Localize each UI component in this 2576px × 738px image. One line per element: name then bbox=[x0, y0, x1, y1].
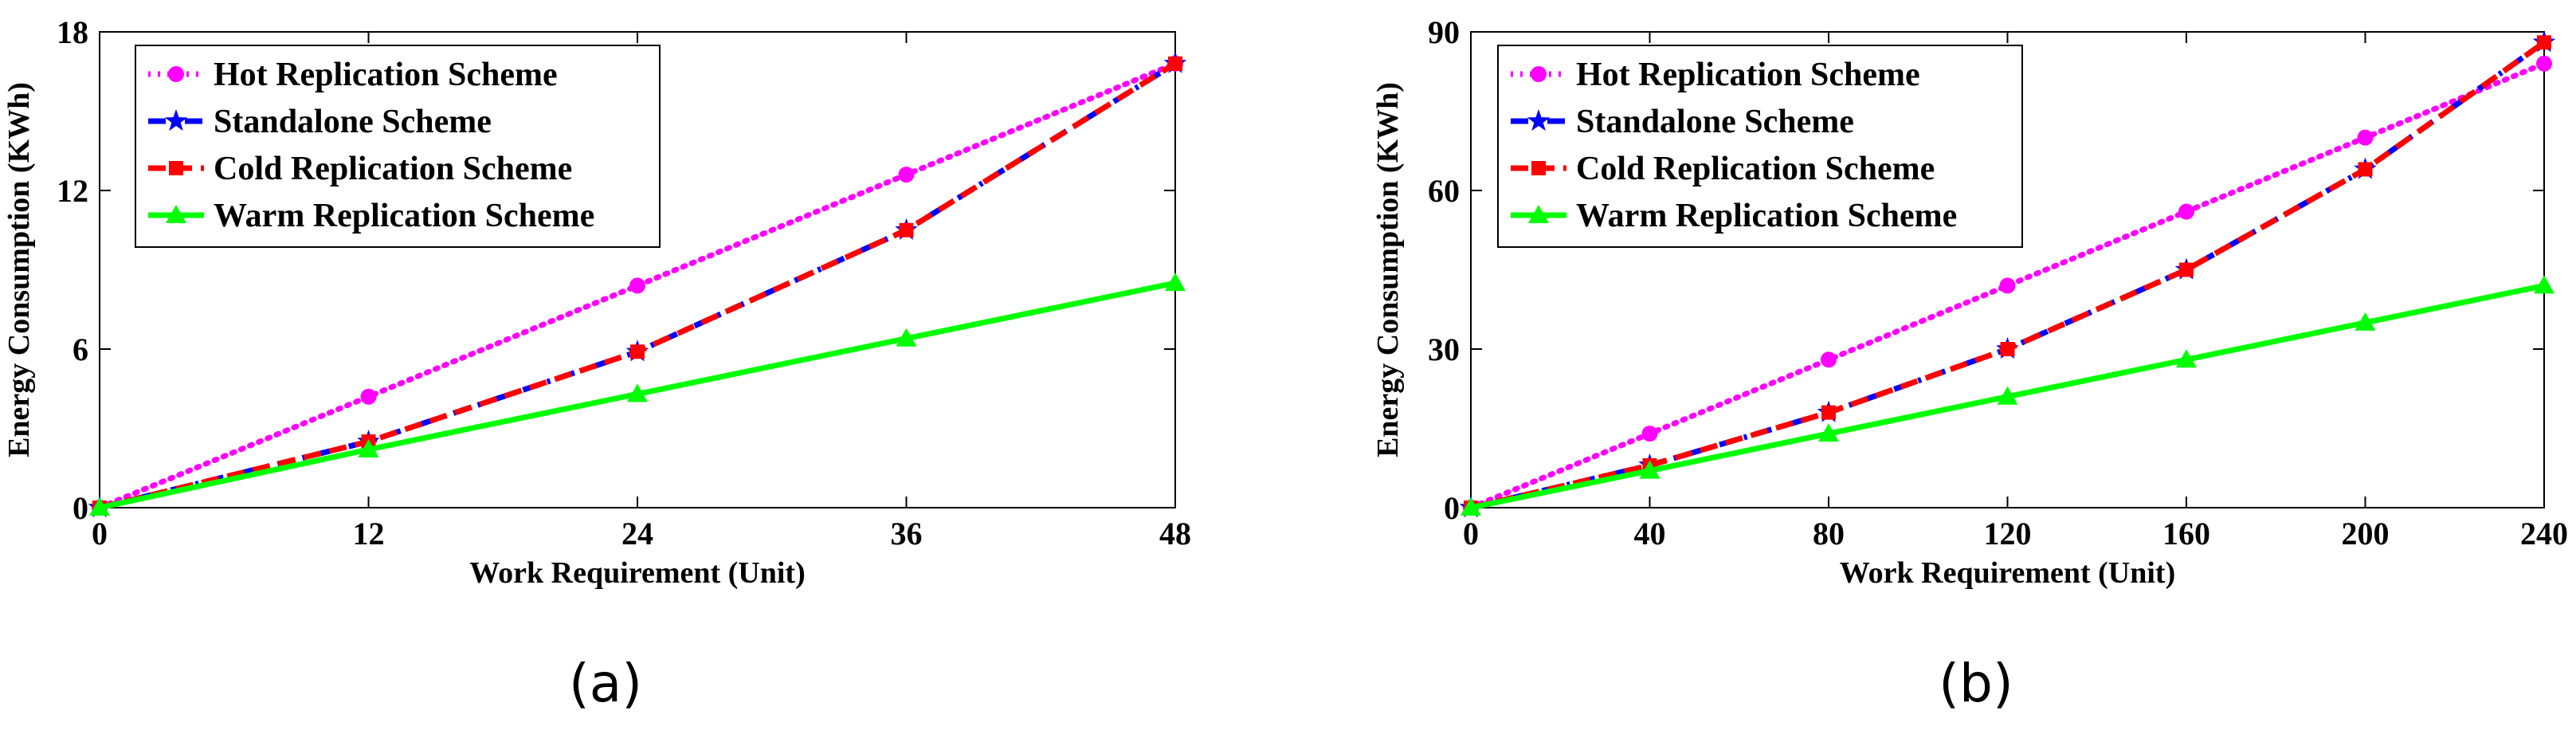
y-tick-label: 6 bbox=[73, 332, 88, 367]
x-tick-label: 80 bbox=[1813, 516, 1845, 552]
figure-caption: (b) bbox=[1939, 653, 2013, 714]
x-tick-label: 36 bbox=[891, 516, 923, 552]
x-axis-label: Work Requirement (Unit) bbox=[469, 556, 806, 590]
data-point-triangle bbox=[1639, 460, 1660, 479]
data-point-triangle bbox=[358, 439, 379, 458]
data-point-triangle bbox=[1818, 423, 1839, 442]
data-point-square bbox=[630, 344, 645, 359]
data-point-circle bbox=[1821, 351, 1837, 368]
y-axis-label: Energy Consumption (KWh) bbox=[2, 82, 36, 457]
legend-label: Hot Replication Scheme bbox=[214, 57, 558, 93]
x-tick-label: 240 bbox=[2520, 516, 2568, 552]
y-tick-label: 60 bbox=[1428, 173, 1460, 209]
data-point-square bbox=[1821, 405, 1836, 420]
legend-label: Standalone Scheme bbox=[214, 104, 492, 140]
legend-marker-square bbox=[169, 161, 183, 175]
data-point-triangle bbox=[89, 497, 110, 516]
data-point-square bbox=[2000, 342, 2015, 356]
y-tick-label: 12 bbox=[57, 173, 88, 209]
legend-marker-triangle bbox=[166, 205, 186, 223]
data-point-circle bbox=[360, 388, 377, 405]
legend-box bbox=[1497, 45, 2023, 248]
figure-caption: (a) bbox=[569, 653, 642, 714]
legend-label: Cold Replication Scheme bbox=[214, 151, 572, 187]
data-point-circle bbox=[2536, 55, 2552, 72]
data-point-triangle bbox=[2176, 349, 2197, 368]
y-tick-label: 18 bbox=[57, 14, 88, 50]
data-point-circle bbox=[1641, 426, 1658, 442]
legend-marker-square bbox=[1531, 161, 1546, 175]
x-axis-label: Work Requirement (Unit) bbox=[1840, 556, 2176, 590]
data-point-triangle bbox=[896, 328, 917, 347]
y-tick-label: 30 bbox=[1428, 332, 1460, 367]
legend-label: Hot Replication Scheme bbox=[1576, 57, 1920, 93]
data-point-circle bbox=[1999, 277, 2016, 294]
x-tick-label: 120 bbox=[1984, 516, 2032, 552]
legend-label: Warm Replication Scheme bbox=[1576, 198, 1957, 234]
x-tick-label: 24 bbox=[621, 516, 653, 552]
x-tick-label: 200 bbox=[2342, 516, 2390, 552]
legend-label: Warm Replication Scheme bbox=[214, 198, 594, 234]
legend-label: Cold Replication Scheme bbox=[1576, 151, 1935, 187]
data-point-circle bbox=[2178, 203, 2194, 220]
chart-a: 0 12 24 36 48 0 6 12 18 Work Requirement (Unit) En… bbox=[2, 14, 1191, 714]
y-axis-label: Energy Consumption (KWh) bbox=[1371, 82, 1405, 457]
chart-b: 0 40 80 120 160 200 240 0 30 60 90 Work Requirement… bbox=[1371, 14, 2568, 714]
x-tick-label: 0 bbox=[92, 516, 108, 552]
data-point-square bbox=[1168, 56, 1182, 71]
data-point-triangle bbox=[1461, 497, 1481, 516]
x-tick-label: 160 bbox=[2162, 516, 2210, 552]
legend-marker-triangle bbox=[1528, 205, 1549, 223]
legend-marker-star bbox=[164, 109, 188, 132]
x-tick-label: 40 bbox=[1634, 516, 1666, 552]
y-tick-label: 90 bbox=[1428, 14, 1460, 50]
x-tick-label: 12 bbox=[353, 516, 385, 552]
data-point-circle bbox=[898, 167, 915, 183]
data-point-triangle bbox=[2534, 275, 2554, 294]
x-tick-label: 48 bbox=[1159, 516, 1191, 552]
data-point-triangle bbox=[627, 383, 648, 402]
data-point-circle bbox=[2357, 129, 2374, 146]
legend-marker-circle bbox=[1531, 66, 1547, 82]
y-tick-label: 0 bbox=[73, 490, 88, 526]
data-point-triangle bbox=[2354, 312, 2376, 331]
legend-label: Standalone Scheme bbox=[1576, 104, 1854, 140]
data-point-triangle bbox=[1997, 386, 2018, 405]
x-tick-label: 0 bbox=[1463, 516, 1479, 552]
data-point-square bbox=[2537, 35, 2551, 50]
legend-box bbox=[135, 45, 661, 248]
data-point-triangle bbox=[1165, 273, 1186, 292]
data-point-square bbox=[2179, 262, 2194, 277]
data-point-square bbox=[899, 222, 914, 237]
y-tick-label: 0 bbox=[1444, 490, 1460, 526]
legend-marker-circle bbox=[168, 66, 184, 82]
legend-marker-star bbox=[1527, 109, 1551, 132]
data-point-circle bbox=[629, 277, 645, 294]
data-point-square bbox=[2358, 162, 2373, 177]
